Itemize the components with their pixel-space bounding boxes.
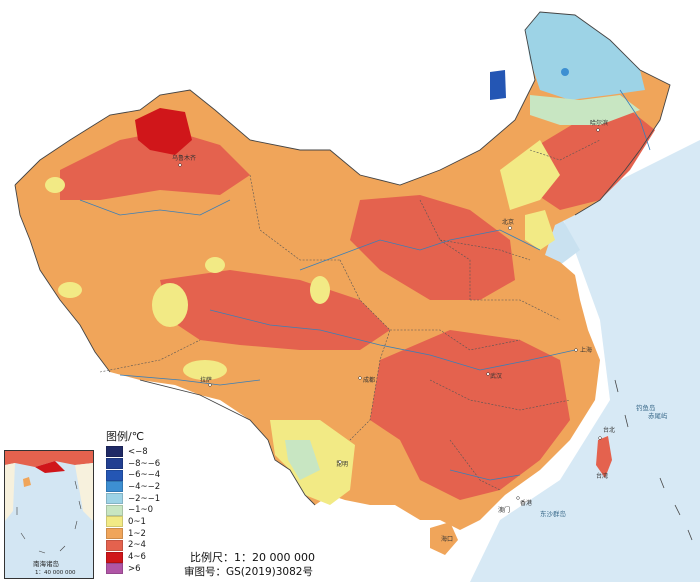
approval-text: 审图号：GS(2019)3082号 [184,566,313,578]
label-harbin: 哈尔滨 [590,119,608,127]
legend-label: −2~−1 [128,493,161,504]
legend-swatch [106,528,123,540]
xinjiang-warm-zone [60,130,250,200]
label-dongsha: 东沙群岛 [540,509,566,518]
legend-item: 0~1 [106,516,176,528]
inset-scale: 1：40 000 000 [35,570,76,576]
sea-boundary [614,379,693,541]
legend-item: −6~−4 [106,469,176,481]
legend-item: 1~2 [106,528,176,540]
east-coast-cool-band [500,140,560,210]
legend-label: >6 [128,563,141,574]
province-boundaries [99,139,601,491]
inset-label: 南海诸岛 [33,560,59,568]
northeast-warm-zone [530,110,655,210]
label-taiwan: 台湾 [596,472,608,480]
label-chiwei: 赤尾屿 [648,411,668,420]
label-diaoyu: 钓鱼岛 [636,403,656,412]
legend-swatch [106,516,123,528]
label-shanghai: 上海 [580,346,592,354]
legend-item: 4~6 [106,551,176,563]
legend-swatch [106,469,123,481]
east-sea [470,140,700,582]
legend-title: 图例/℃ [106,430,145,443]
taiwan [596,436,612,478]
legend-item: −1~0 [106,504,176,516]
legend-label: 1~2 [128,528,146,539]
hulun-cold-spot [490,70,506,100]
label-wuhan: 武汉 [490,372,502,380]
legend-label: 2~4 [128,540,146,551]
label-macao: 澳门 [498,506,510,514]
hainan [430,522,458,555]
inset-map [5,451,93,578]
north-warm-zone [350,195,515,300]
label-haikou: 海口 [441,535,453,543]
altai-hot-spot [135,108,192,155]
label-hongkong: 香港 [520,499,532,507]
legend-item: −8~−6 [106,458,176,470]
legend: 图例/℃ <−8 −8~−6 −6~−4 −4~−2 −2~−1 −1~0 0~1 1~2 2~… [106,428,176,575]
label-kunming: 昆明 [336,461,348,468]
label-urumqi: 乌鲁木齐 [172,154,196,162]
national-border [14,11,671,216]
legend-item: −4~−2 [106,481,176,493]
legend-swatch [106,551,123,563]
legend-swatch [106,446,123,458]
legend-swatch [106,539,123,551]
legend-label: −8~−6 [128,458,161,469]
northeast-cold-zone [525,12,645,100]
label-lhasa: 拉萨 [200,376,212,384]
plateau-cool-spot [152,283,188,327]
scale-text: 比例尺：1：20 000 000 [190,551,315,564]
legend-swatch [106,458,123,470]
legend-swatch [106,481,123,493]
legend-item: 2~4 [106,539,176,552]
label-chengdu: 成都 [363,376,375,384]
legend-label: −1~0 [128,505,154,516]
south-china-sea-inset: 南海诸岛 1：40 000 000 [4,450,94,579]
legend-label: −4~−2 [128,481,161,492]
legend-label: −6~−4 [128,470,161,481]
south-warm-zone [370,330,570,500]
legend-label: 0~1 [128,516,146,527]
legend-item: <−8 [106,446,176,458]
northeast-cool-zone [530,95,640,125]
label-beijing: 北京 [502,218,514,226]
legend-swatch [106,493,123,505]
label-taibei: 台北 [603,426,615,434]
legend-item: >6 [106,563,176,575]
plateau-warm-zone [160,270,390,350]
legend-item: −2~−1 [106,493,176,505]
legend-label: <−8 [128,446,148,457]
legend-swatch [106,563,123,575]
legend-swatch [106,504,123,516]
city-markers [178,128,602,500]
legend-label: 4~6 [128,552,146,563]
